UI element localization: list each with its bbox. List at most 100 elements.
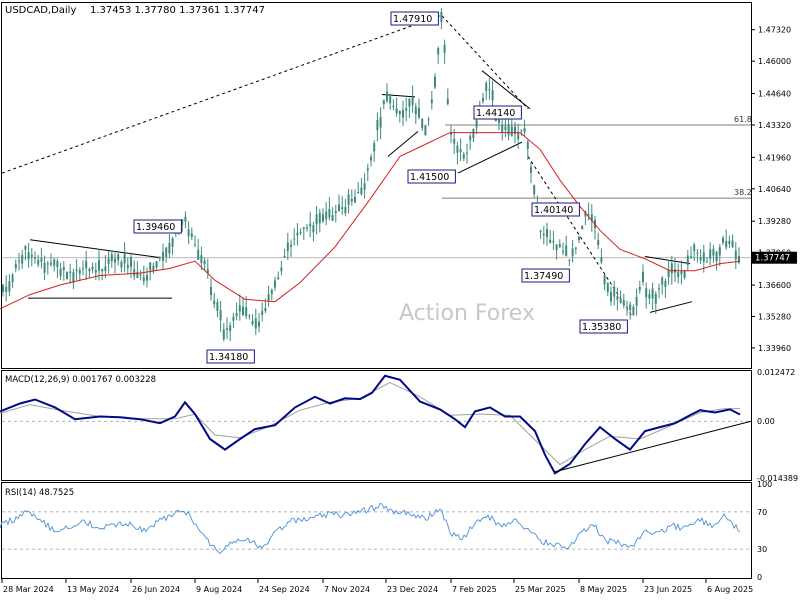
candle-body <box>75 269 78 272</box>
candle-body <box>200 255 203 264</box>
candle-body <box>386 91 388 101</box>
time-axis-label: 23 Jun 2025 <box>644 585 692 594</box>
label-layer: 1.37747 1.47910 1.44140 1.41500 1.39460 1.401… <box>133 11 797 364</box>
candle-body <box>664 280 667 288</box>
candle-body <box>389 96 392 104</box>
candle-body <box>267 294 270 302</box>
swing-label-box <box>206 349 255 364</box>
candle-body <box>632 306 635 316</box>
flag-lower-line <box>387 131 419 157</box>
candle-body <box>514 126 516 135</box>
candle-body <box>242 306 244 315</box>
candle-body <box>286 242 289 252</box>
candle-body <box>424 125 427 136</box>
candle-body <box>472 128 475 139</box>
rsi-layer: RSI(14) 48.7525 <box>0 488 751 555</box>
candle-body <box>165 247 168 257</box>
candle-body <box>50 262 52 265</box>
candle-body <box>523 128 526 132</box>
candle-body <box>101 268 104 272</box>
fib-level-label: 61.8 <box>734 115 752 124</box>
candle-body <box>254 318 257 329</box>
candle-body <box>376 119 379 131</box>
swing-label: 1.34180 <box>209 352 248 363</box>
candle-body <box>328 208 331 218</box>
moving-average-layer <box>0 132 741 310</box>
symbol-title: USDCAD,Daily <box>5 5 76 16</box>
swing-label: 1.44140 <box>476 108 515 119</box>
candle-body <box>696 252 699 254</box>
last-price-value: 1.37747 <box>755 254 790 264</box>
candle-body <box>117 254 120 261</box>
candle-body <box>258 321 260 327</box>
candle-body <box>699 257 702 261</box>
candle-body <box>450 132 452 135</box>
candle-body <box>338 204 340 212</box>
candle-body <box>187 229 190 237</box>
candle-body <box>264 307 267 312</box>
price-axis-label: 1.44640 <box>758 90 791 99</box>
candle-body <box>722 237 724 243</box>
candle-body <box>235 313 238 317</box>
candle-body <box>539 230 542 232</box>
candle-body <box>574 247 577 250</box>
candle-body <box>651 288 654 299</box>
candle-body <box>21 255 24 264</box>
candle-body <box>702 252 705 262</box>
candle-body <box>219 310 222 321</box>
candle-body <box>344 206 347 214</box>
candle-body <box>443 44 446 53</box>
candle-body <box>613 286 616 297</box>
candle-body <box>30 254 33 257</box>
candle-body <box>606 283 609 293</box>
candle-body <box>491 90 494 101</box>
candle-body <box>2 284 4 292</box>
candle-body <box>600 257 603 263</box>
candle-body <box>142 276 145 282</box>
candle-body <box>427 119 430 121</box>
candle-body <box>158 256 161 259</box>
swing-label-box <box>579 319 628 334</box>
swing-label: 1.35380 <box>582 322 621 333</box>
candle-body <box>542 233 545 236</box>
time-axis-label: 7 Feb 2025 <box>452 585 497 594</box>
candle-body <box>603 274 606 285</box>
candle-body <box>149 262 152 271</box>
macd-main-line <box>0 374 741 475</box>
candle-body <box>667 269 670 278</box>
candle-body <box>322 214 324 222</box>
candle-body <box>558 244 561 247</box>
candle-body <box>46 263 49 265</box>
wedge-lower-line <box>457 141 523 174</box>
macd-layer: MACD(12,26,9) 0.001767 0.003228 <box>0 374 752 475</box>
price-axis-label: 1.47320 <box>758 26 791 35</box>
swing-label-box <box>133 219 182 234</box>
swing-label: 1.39460 <box>136 222 175 233</box>
candle-body <box>373 143 376 152</box>
candle-body <box>123 253 126 264</box>
candle-body <box>27 252 30 260</box>
candle-body <box>190 233 193 237</box>
candle-body <box>571 248 574 256</box>
candle-body <box>283 255 286 258</box>
swing-label: 1.37490 <box>524 271 563 282</box>
candle-body <box>53 259 56 266</box>
candle-body <box>318 212 321 224</box>
candle-body <box>274 280 276 288</box>
price-axis-label: 1.46000 <box>758 57 791 66</box>
candle-body <box>238 305 241 312</box>
macd-axis-label: -0.014389 <box>757 474 798 483</box>
macd-title: MACD(12,26,9) 0.001767 0.003228 <box>5 375 156 385</box>
candle-body <box>203 260 206 265</box>
swing-label-box <box>531 202 580 217</box>
swing-label: 1.47910 <box>393 14 432 25</box>
candle-body <box>306 227 308 229</box>
candle-body <box>520 129 523 131</box>
candle-body <box>62 266 65 271</box>
swing-label-box <box>407 169 456 184</box>
candle-body <box>325 211 328 220</box>
candle-body <box>683 270 686 278</box>
time-axis-label: 9 Aug 2024 <box>196 585 242 594</box>
